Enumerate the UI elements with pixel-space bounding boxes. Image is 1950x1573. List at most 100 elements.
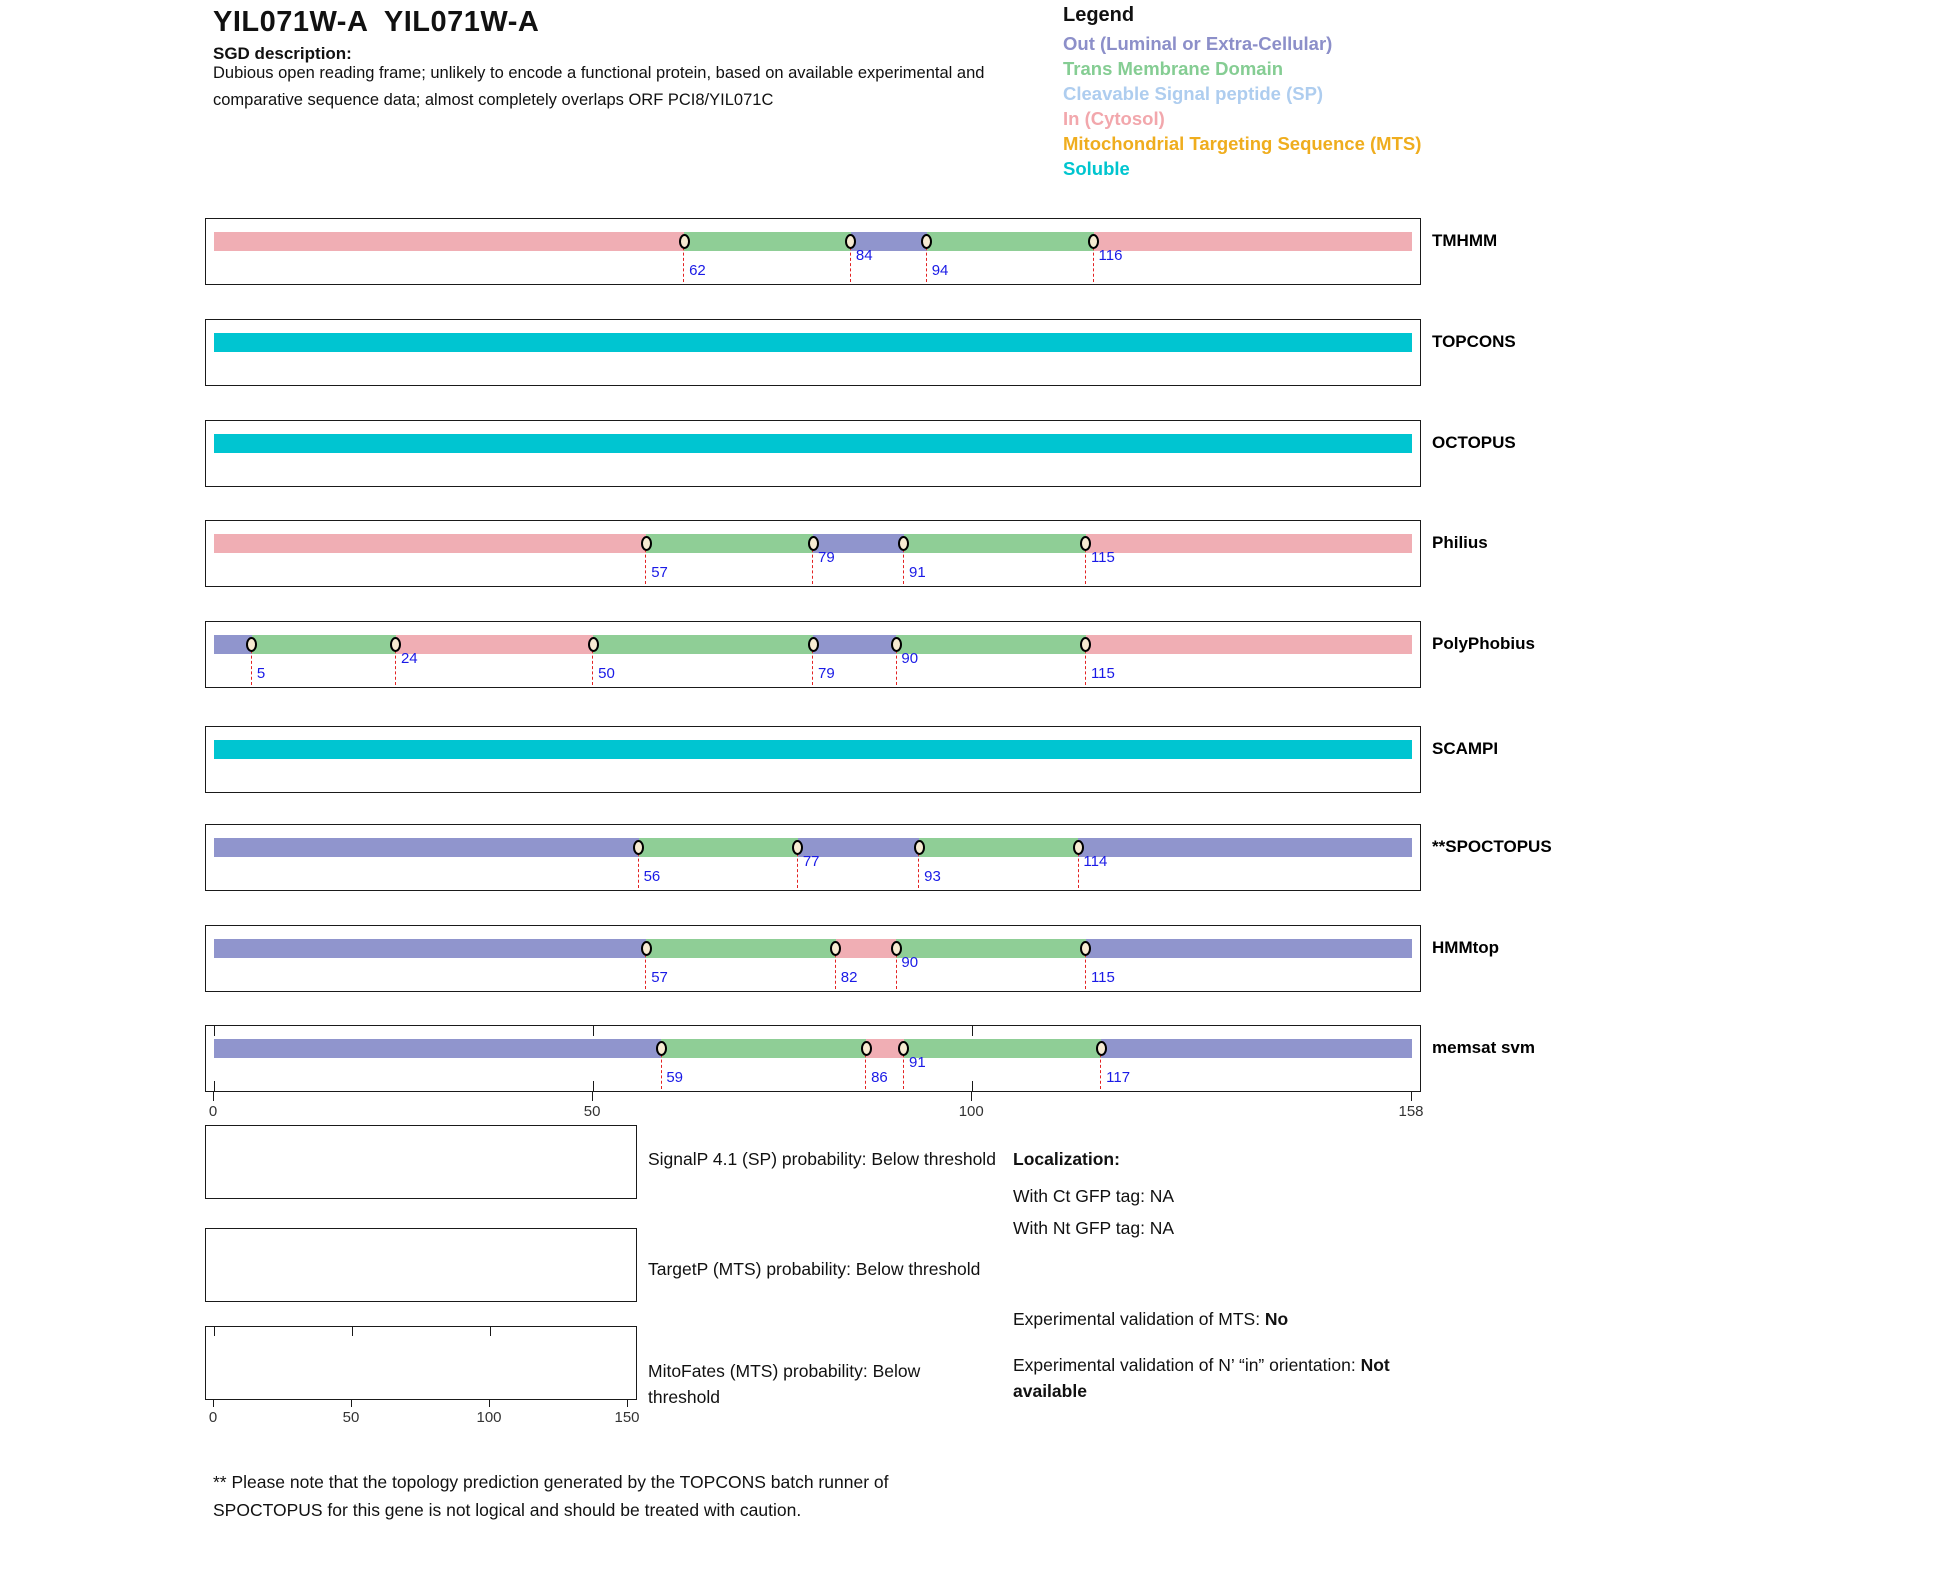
boundary-marker (1080, 536, 1092, 551)
probability-axis-tick-label: 50 (342, 1409, 360, 1426)
boundary-marker (655, 1041, 667, 1056)
page-title: YIL071W-A YIL071W-A (213, 6, 540, 38)
segment-tm (646, 534, 813, 553)
sequence-axis-tick-label: 158 (1398, 1103, 1424, 1120)
segment-out (850, 232, 927, 251)
sequence-axis-tick (1411, 1091, 1412, 1101)
boundary-marker (1080, 637, 1092, 652)
segment-tm (661, 1039, 867, 1058)
boundary-position-label: 115 (1090, 549, 1115, 566)
orientation-validation: Experimental validation of N’ “in” orien… (1013, 1352, 1468, 1404)
boundary-position-label: 56 (643, 868, 661, 885)
probability-plot-label-line: TargetP (MTS) probability: Below thresho… (648, 1259, 981, 1279)
legend-item-sp: Cleavable Signal peptide (SP) (1063, 83, 1324, 104)
segment-out (214, 1039, 662, 1058)
boundary-dashed-line (1085, 543, 1087, 584)
segment-tm (903, 1039, 1102, 1058)
segment-in (214, 232, 685, 251)
segment-out (1078, 838, 1412, 857)
orientation-validation-label: Experimental validation of N’ “in” orien… (1013, 1355, 1361, 1375)
legend-items: Out (Luminal or Extra-Cellular) Trans Mem… (1063, 31, 1421, 181)
track-box-topcons (205, 319, 1421, 386)
boundary-dashed-line (865, 1048, 867, 1089)
boundary-position-label: 93 (924, 868, 941, 885)
segment-tm (593, 635, 813, 654)
legend-item-tm: Trans Membrane Domain (1063, 58, 1284, 79)
inner-tick (490, 1327, 491, 1336)
boundary-marker (1088, 234, 1100, 249)
probability-axis-tick-label: 150 (614, 1409, 640, 1426)
boundary-marker (1072, 840, 1084, 855)
legend: Legend Out (Luminal or Extra-Cellular) Tr… (1063, 4, 1421, 181)
inner-tick (593, 1081, 595, 1091)
track-label-memsat-svm: memsat svm (1432, 1038, 1536, 1057)
track-box-polyphobius: 5 24 50 79 90 115 (205, 621, 1421, 688)
segment-tm (919, 838, 1079, 857)
boundary-dashed-line (925, 241, 927, 282)
boundary-position-label: 84 (855, 247, 873, 264)
boundary-marker (678, 234, 690, 249)
boundary-dashed-line (645, 948, 647, 989)
boundary-position-label: 77 (802, 853, 820, 870)
boundary-marker (807, 536, 819, 551)
inner-tick (214, 1026, 215, 1036)
boundary-marker (898, 536, 910, 551)
footnote-line2: SPOCTOPUS for this gene is not logical a… (213, 1500, 802, 1520)
segment-out (1085, 939, 1412, 958)
track-label-philius: Philius (1432, 533, 1488, 552)
boundary-position-label: 115 (1090, 969, 1115, 986)
segment-tm (926, 232, 1094, 251)
legend-item-in: In (Cytosol) (1063, 108, 1165, 129)
boundary-dashed-line (1092, 241, 1094, 282)
legend-title: Legend (1063, 4, 1135, 26)
sequence-axis-tick (592, 1091, 594, 1101)
boundary-dashed-line (903, 543, 905, 584)
boundary-position-label: 79 (818, 665, 835, 682)
boundary-dashed-line (395, 644, 397, 685)
segment-in (866, 1039, 904, 1058)
sequence-axis-tick-label: 100 (958, 1103, 984, 1120)
boundary-dashed-line (850, 241, 852, 282)
track-label--spoctopus: **SPOCTOPUS (1432, 837, 1552, 856)
mts-validation-label: Experimental validation of MTS: (1013, 1309, 1265, 1329)
boundary-dashed-line (637, 847, 639, 888)
track-label-tmhmm: TMHMM (1432, 231, 1498, 250)
boundary-dashed-line (1100, 1048, 1102, 1089)
track-label-hmmtop: HMMtop (1432, 938, 1500, 957)
segment-out (1101, 1039, 1412, 1058)
boundary-marker (246, 637, 258, 652)
segment-soluble (214, 434, 1412, 453)
segment-in (395, 635, 594, 654)
probability-axis-tick (489, 1399, 490, 1407)
track-label-polyphobius: PolyPhobius (1432, 634, 1535, 653)
inner-tick (214, 1327, 215, 1336)
boundary-position-label: 114 (1083, 853, 1108, 870)
segment-out (813, 534, 904, 553)
segment-tm (638, 838, 798, 857)
boundary-position-label: 62 (689, 262, 706, 279)
boundary-position-label: 117 (1106, 1069, 1131, 1086)
boundary-dashed-line (812, 644, 814, 685)
boundary-position-label: 94 (931, 262, 949, 279)
mts-validation: Experimental validation of MTS: No (1013, 1306, 1288, 1332)
segment-out (214, 635, 252, 654)
probability-plot-label-mitofates: MitoFates (MTS) probability: Below thresh… (648, 1358, 920, 1410)
boundary-marker (633, 840, 645, 855)
probability-plot-box-signalp (205, 1125, 637, 1199)
probability-plot-label-line: SignalP 4.1 (SP) probability: Below thre… (648, 1149, 996, 1169)
track-box-octopus (205, 420, 1421, 487)
segment-in (1093, 232, 1412, 251)
probability-plot-label-targetp: TargetP (MTS) probability: Below thresho… (648, 1256, 980, 1282)
inner-tick (593, 1026, 595, 1036)
boundary-position-label: 57 (651, 969, 668, 986)
sequence-axis-tick (213, 1091, 214, 1101)
boundary-dashed-line (592, 644, 594, 685)
segment-in (214, 534, 647, 553)
boundary-marker (640, 941, 652, 956)
boundary-dashed-line (903, 1048, 905, 1089)
boundary-position-label: 91 (908, 564, 926, 581)
segment-tm (896, 939, 1086, 958)
localization-ct-gfp: With Ct GFP tag: NA (1013, 1186, 1175, 1206)
boundary-marker (845, 234, 857, 249)
boundary-dashed-line (1085, 644, 1087, 685)
